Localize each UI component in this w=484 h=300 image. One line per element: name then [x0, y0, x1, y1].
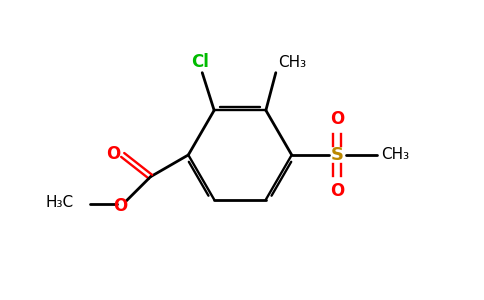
Text: H₃C: H₃C	[46, 195, 74, 210]
Text: S: S	[331, 146, 344, 164]
Text: O: O	[106, 145, 121, 163]
Text: O: O	[330, 110, 345, 128]
Text: Cl: Cl	[191, 53, 209, 71]
Text: CH₃: CH₃	[278, 55, 306, 70]
Text: O: O	[114, 197, 128, 215]
Text: CH₃: CH₃	[381, 148, 409, 163]
Text: O: O	[330, 182, 345, 200]
